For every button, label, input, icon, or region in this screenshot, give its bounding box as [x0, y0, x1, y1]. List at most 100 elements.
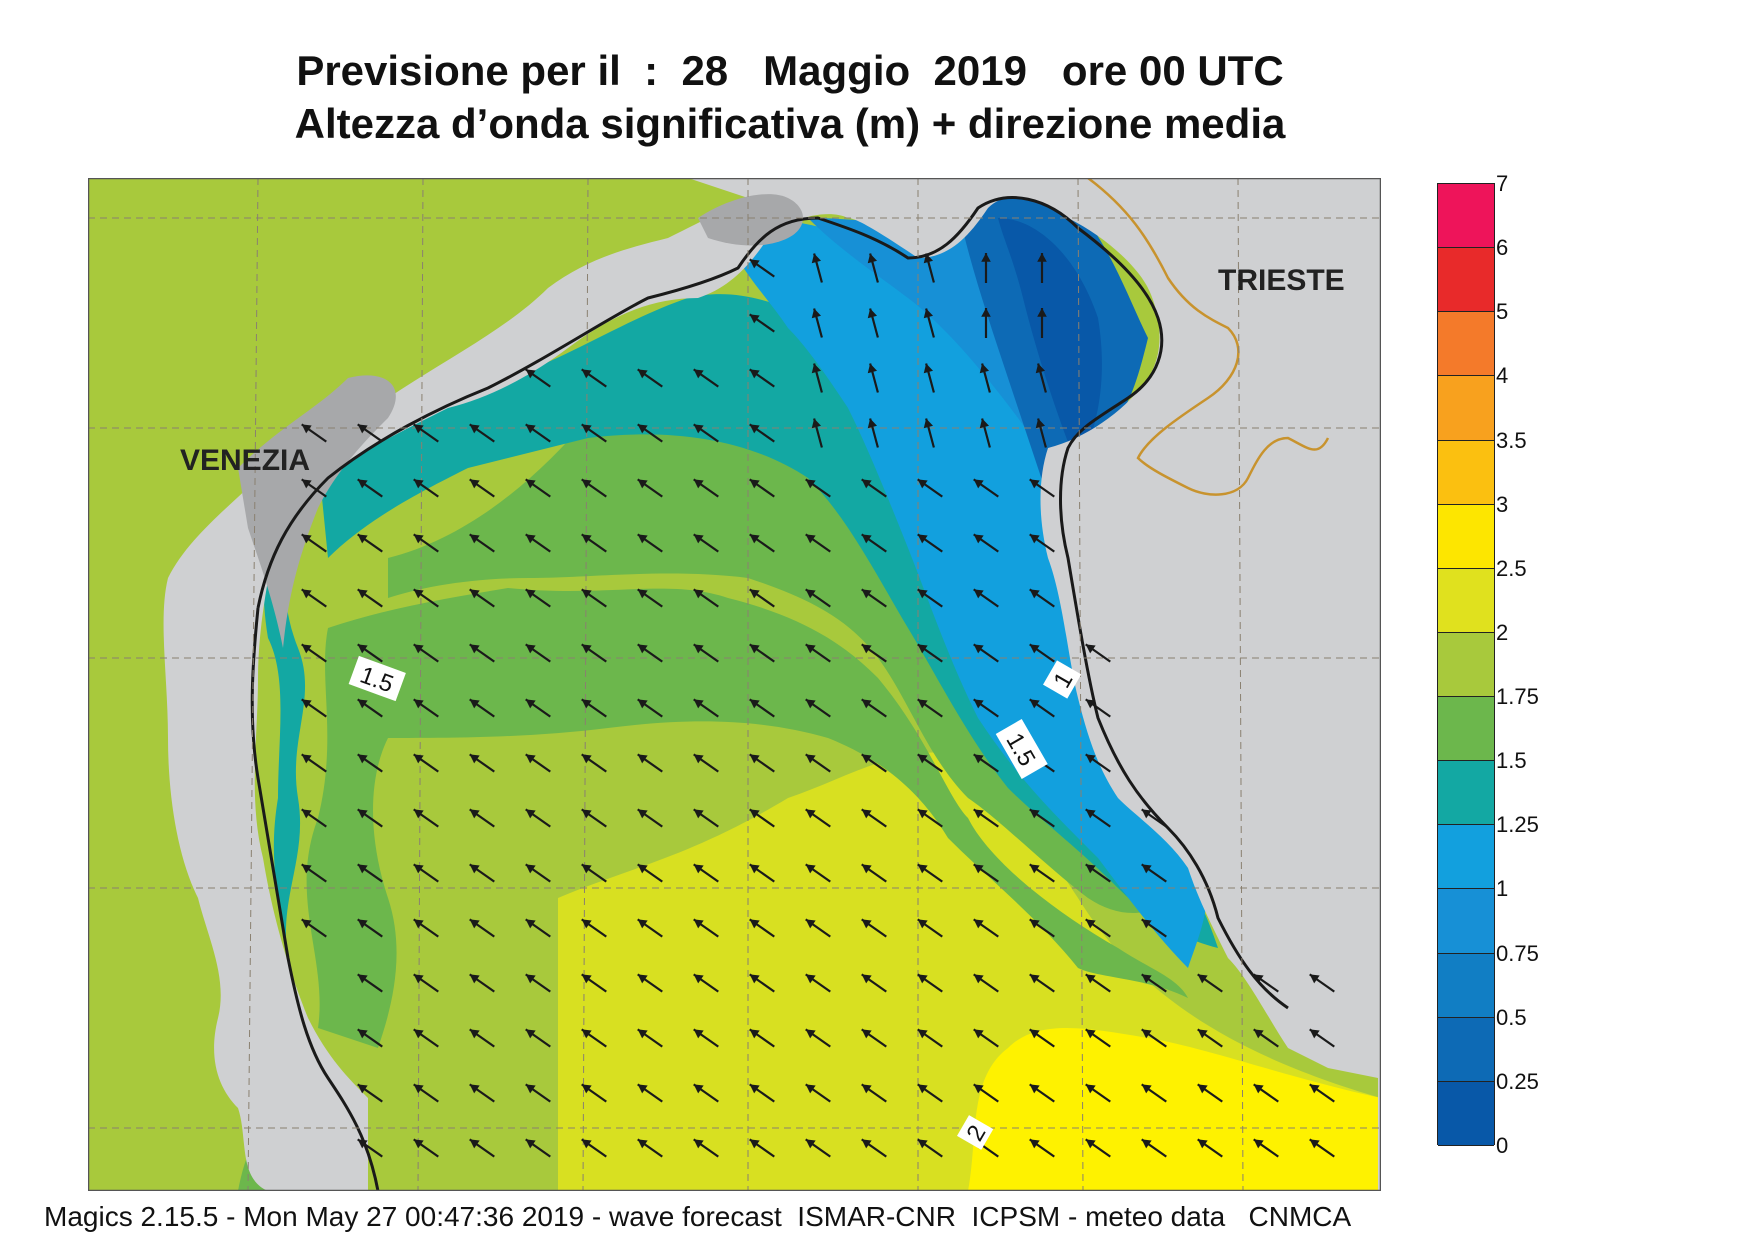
- direction-arrow-head: [469, 864, 480, 874]
- colorbar-segment: [1438, 697, 1494, 762]
- direction-arrow-head: [637, 1029, 648, 1039]
- direction-arrow-head: [525, 754, 536, 764]
- colorbar-label: 1.5: [1496, 748, 1527, 774]
- direction-arrow-head: [917, 1029, 928, 1039]
- direction-arrow-head: [637, 754, 648, 764]
- direction-arrow-head: [811, 253, 822, 264]
- direction-arrow-head: [805, 754, 816, 764]
- direction-arrow-head: [357, 864, 368, 874]
- direction-arrow-head: [413, 974, 424, 984]
- direction-arrow-head: [693, 754, 704, 764]
- direction-arrow-head: [1085, 699, 1096, 709]
- direction-arrow-head: [413, 424, 424, 434]
- direction-arrow-head: [805, 809, 816, 819]
- direction-arrow-head: [581, 1029, 592, 1039]
- city-label-venezia: VENEZIA: [180, 444, 310, 477]
- direction-arrow-head: [581, 809, 592, 819]
- direction-arrow-head: [861, 864, 872, 874]
- direction-arrow-head: [525, 1084, 536, 1094]
- direction-arrow-head: [1197, 974, 1208, 984]
- grid-line-lon: [417, 178, 424, 1191]
- direction-arrow-head: [1029, 1139, 1040, 1149]
- direction-arrow-head: [525, 589, 536, 599]
- direction-arrow-head: [973, 479, 984, 489]
- direction-arrow-head: [637, 369, 648, 379]
- direction-arrow-head: [357, 644, 368, 654]
- direction-arrow-head: [581, 644, 592, 654]
- direction-arrow-head: [693, 1029, 704, 1039]
- direction-arrow-head: [693, 424, 704, 434]
- direction-arrow-head: [973, 589, 984, 599]
- wave-direction-arrows: [301, 253, 1335, 1158]
- colorbar-label: 6: [1496, 235, 1509, 261]
- direction-arrow-head: [413, 754, 424, 764]
- direction-arrow-head: [637, 479, 648, 489]
- direction-arrow-head: [469, 589, 480, 599]
- colorbar-segment: [1438, 504, 1494, 569]
- colorbar-label: 1.75: [1496, 684, 1539, 710]
- direction-arrow-head: [749, 699, 760, 709]
- direction-arrow-head: [861, 1084, 872, 1094]
- direction-arrow-head: [867, 418, 878, 429]
- direction-arrow-head: [413, 919, 424, 929]
- direction-arrow-head: [469, 1139, 480, 1149]
- direction-arrow-head: [917, 1139, 928, 1149]
- direction-arrow-head: [581, 919, 592, 929]
- direction-arrow-head: [917, 864, 928, 874]
- direction-arrow-head: [693, 1139, 704, 1149]
- direction-arrow-head: [749, 589, 760, 599]
- colorbar-label: 5: [1496, 299, 1509, 325]
- direction-arrow-head: [301, 589, 312, 599]
- direction-arrow-head: [637, 644, 648, 654]
- direction-arrow-head: [301, 644, 312, 654]
- direction-arrow-head: [1309, 1139, 1320, 1149]
- direction-arrow-head: [749, 534, 760, 544]
- direction-arrow-head: [749, 1139, 760, 1149]
- direction-arrow-head: [867, 363, 878, 374]
- colorbar-segment: [1438, 184, 1494, 249]
- direction-arrow-head: [301, 864, 312, 874]
- direction-arrow-head: [1253, 1084, 1264, 1094]
- direction-arrow-head: [1085, 864, 1096, 874]
- direction-arrow-head: [637, 864, 648, 874]
- direction-arrow-head: [413, 589, 424, 599]
- colorbar-segment: [1438, 440, 1494, 505]
- direction-arrow-head: [923, 418, 934, 429]
- direction-arrow-head: [413, 1029, 424, 1039]
- direction-arrow-head: [1035, 363, 1046, 374]
- direction-arrow-head: [1085, 1084, 1096, 1094]
- direction-arrow-head: [581, 1139, 592, 1149]
- direction-arrow-head: [357, 699, 368, 709]
- direction-arrow-head: [979, 363, 990, 374]
- direction-arrow-head: [413, 644, 424, 654]
- direction-arrow-head: [1141, 1029, 1152, 1039]
- venice-lagoon: [238, 375, 396, 648]
- direction-arrow-head: [1253, 1029, 1264, 1039]
- grid-line-lon: [582, 178, 589, 1191]
- direction-arrow-head: [749, 424, 760, 434]
- direction-arrow-head: [1029, 919, 1040, 929]
- direction-arrow-head: [805, 974, 816, 984]
- direction-arrow-head: [525, 974, 536, 984]
- colorbar-label: 0.25: [1496, 1068, 1539, 1094]
- direction-arrow-head: [973, 1084, 984, 1094]
- city-label-trieste: TRIESTE: [1218, 264, 1345, 297]
- direction-arrow-head: [1029, 479, 1040, 489]
- colorbar-label: 2: [1496, 619, 1509, 645]
- direction-arrow-head: [581, 754, 592, 764]
- wave-map: 1.5 1 1.5 2 VENEZIA TRIESTE: [88, 178, 1381, 1191]
- direction-arrow-head: [581, 864, 592, 874]
- graticule: [88, 178, 1381, 1191]
- direction-arrow-head: [357, 534, 368, 544]
- direction-arrow-head: [525, 1029, 536, 1039]
- direction-arrow-head: [637, 1139, 648, 1149]
- direction-arrow-head: [973, 644, 984, 654]
- direction-arrow-head: [301, 699, 312, 709]
- colorbar-segment: [1438, 376, 1494, 441]
- direction-arrow-head: [861, 974, 872, 984]
- direction-arrow-head: [413, 809, 424, 819]
- direction-arrow-head: [1141, 974, 1152, 984]
- direction-arrow-head: [1309, 1084, 1320, 1094]
- direction-arrow-head: [917, 699, 928, 709]
- direction-arrow-head: [693, 644, 704, 654]
